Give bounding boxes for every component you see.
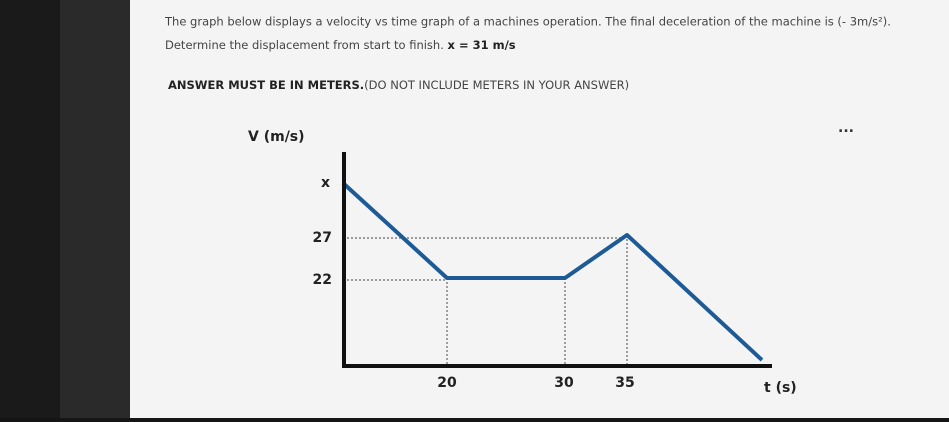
instruction: ANSWER MUST BE IN METERS.(DO NOT INCLUDE…	[168, 78, 629, 92]
question-text: Determine the displacement from start to…	[165, 38, 444, 52]
menu[interactable]: ...	[838, 120, 854, 136]
x-label: 35	[615, 375, 634, 391]
x-axis-label: t (s)	[764, 380, 797, 396]
y-label: 22	[313, 272, 332, 288]
question-line: The graph below displays a velocity vs t…	[164, 15, 891, 29]
x-label: 20	[437, 375, 457, 391]
page	[128, 0, 949, 418]
guide-lines	[343, 235, 628, 365]
sidebar	[60, 0, 130, 418]
instruction-bold: ANSWER MUST BE IN METERS.	[168, 78, 364, 92]
y-axis-label: V (m/s)	[248, 129, 305, 145]
velocity-line	[341, 181, 764, 362]
y-label: 27	[313, 230, 332, 246]
y-label: x	[321, 175, 330, 191]
graph: V (m/s) t (s) x 27 22 20 30 35	[248, 129, 797, 396]
question-line: Determine the displacement from start to…	[165, 38, 516, 52]
x-label: 30	[554, 375, 574, 391]
given-value: x = 31 m/s	[448, 38, 516, 52]
instruction-note: (DO NOT INCLUDE METERS IN YOUR ANSWER)	[364, 78, 629, 92]
